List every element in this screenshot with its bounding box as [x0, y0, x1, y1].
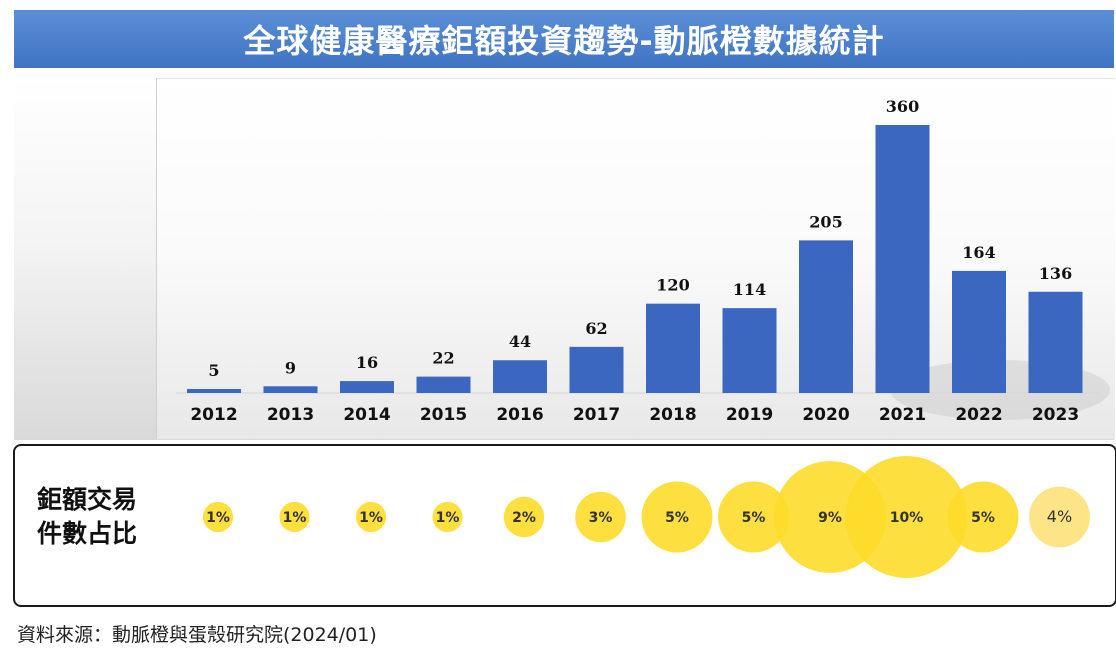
share-label-2019: 5% [742, 510, 766, 526]
share-label-2023: 4% [1047, 507, 1072, 526]
data-label-2021: 360 [886, 97, 919, 116]
share-bubble-2015 [432, 501, 463, 533]
x-tick-label-2013: 2013 [267, 405, 314, 425]
x-tick-label-2020: 2020 [802, 405, 849, 425]
bar-2015 [416, 376, 471, 393]
data-label-2022: 164 [962, 243, 995, 262]
bar-2013 [263, 386, 318, 393]
data-label-2017: 62 [585, 319, 607, 338]
bar-2021 [875, 125, 930, 393]
share-label-2015: 1% [436, 510, 460, 526]
share-label-2022: 5% [971, 510, 995, 526]
bar-2016 [493, 360, 547, 393]
bar-2020 [799, 240, 853, 393]
source-note: 資料來源：動脈橙與蛋殼研究院(2024/01) [17, 624, 377, 646]
data-label-2020: 205 [809, 212, 842, 231]
bar-2019 [722, 308, 777, 393]
share-panel: 鉅額交易 件數占比 1% 1% 1% 1% 2% 3% 5% 5% 9% 10% 5% 4% [13, 444, 1116, 607]
share-bubble-2019 [718, 481, 789, 553]
data-label-2019: 114 [733, 280, 766, 299]
data-label-2016: 44 [509, 332, 531, 351]
x-tick-label-2016: 2016 [496, 405, 543, 425]
x-tick-label-2022: 2022 [955, 405, 1002, 425]
share-bubble-2016 [503, 496, 545, 538]
chart-title: 全球健康醫療鉅額投資趨勢-動脈橙數據統計 [243, 22, 885, 60]
share-bubbles: 1% 1% 1% 1% 2% 3% 5% 5% 9% 10% 5% 4% [202, 456, 1090, 578]
x-tick-label-2021: 2021 [879, 405, 926, 425]
share-label-2013: 1% [283, 510, 307, 526]
share-label-line1: 鉅額交易 [37, 485, 138, 514]
data-label-2015: 22 [432, 349, 454, 368]
share-label-2018: 5% [665, 510, 689, 526]
x-tick-label-2015: 2015 [420, 405, 467, 425]
x-tick-label-2017: 2017 [573, 405, 620, 425]
x-tick-label-2014: 2014 [343, 405, 390, 425]
share-bubble-2017 [575, 491, 626, 543]
share-bubble-2018 [641, 481, 713, 553]
share-bubble-2023 [1029, 486, 1090, 548]
bar-2017 [569, 346, 624, 393]
share-bubble-2022 [947, 481, 1019, 553]
data-label-2014: 16 [356, 353, 378, 372]
share-label-2016: 2% [512, 510, 536, 526]
bar-2012 [187, 389, 241, 393]
data-label-2018: 120 [656, 276, 689, 295]
x-tick-label-2019: 2019 [726, 405, 773, 425]
bar-2023 [1028, 291, 1083, 393]
share-label-2012: 1% [206, 510, 230, 526]
x-tick-label-2012: 2012 [190, 405, 237, 425]
data-label-2023: 136 [1039, 264, 1072, 283]
data-label-2012: 5 [208, 361, 219, 380]
share-bubble-2012 [202, 501, 234, 533]
bar-chart: 5 2012 9 2013 16 2014 22 2015 44 2016 62 2017 120 201… [176, 97, 1110, 425]
bar-2022 [952, 270, 1006, 393]
share-label-2014: 1% [359, 510, 383, 526]
data-label-2013: 9 [285, 358, 296, 377]
share-bubble-2021 [845, 456, 968, 578]
share-label-2020: 9% [818, 510, 842, 526]
share-bubble-2013 [279, 501, 310, 533]
title-bar: 全球健康醫療鉅額投資趨勢-動脈橙數據統計 [14, 10, 1114, 68]
share-row-label: 鉅額交易 件數占比 [37, 483, 167, 551]
bar-2014 [340, 381, 394, 393]
share-bubble-2014 [355, 501, 387, 533]
share-label-2021: 10% [890, 510, 924, 526]
x-tick-label-2018: 2018 [649, 405, 696, 425]
x-tick-label-2023: 2023 [1032, 405, 1079, 425]
bar-2018 [646, 303, 700, 393]
share-label-line2: 件數占比 [37, 519, 138, 548]
share-label-2017: 3% [589, 510, 613, 526]
